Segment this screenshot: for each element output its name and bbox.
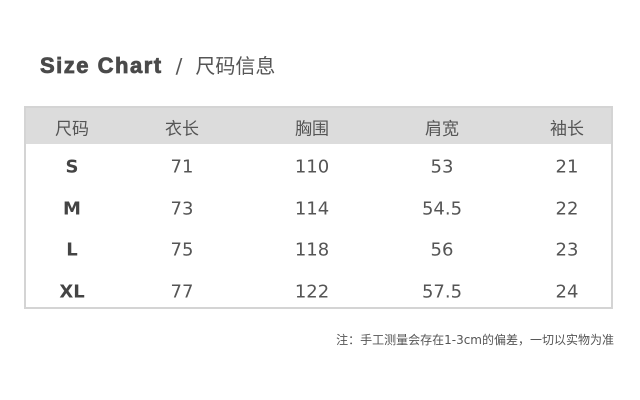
cell-sleeve: 24 [555,281,579,303]
cell-length: 71 [170,156,194,178]
header-length: 衣长 [165,119,199,140]
cell-chest: 118 [294,239,330,261]
cell-size: M [63,198,81,220]
cell-shoulder: 56 [430,239,454,261]
cell-shoulder: 57.5 [421,281,463,303]
size-table: 尺码 衣长 胸围 肩宽 袖长 S 71 110 53 21 M 73 114 54.5 22 L 75 118 56… [24,106,613,309]
header-chest: 胸围 [295,119,329,140]
header-sleeve: 袖长 [550,119,584,140]
cell-size: L [66,239,78,261]
cell-shoulder: 53 [430,156,454,178]
title-chinese: 尺码信息 [195,54,276,78]
cell-chest: 114 [294,198,330,220]
cell-size: S [65,156,79,178]
cell-sleeve: 21 [555,156,579,178]
measurement-note: 注：手工测量会存在1-3cm的偏差，一切以实物为准 [336,333,614,347]
page-title: Size Chart / 尺码信息 [40,50,276,79]
cell-chest: 110 [294,156,330,178]
cell-length: 75 [170,239,194,261]
header-size: 尺码 [55,119,89,140]
cell-chest: 122 [294,281,330,303]
title-separator: / [175,54,183,78]
cell-length: 73 [170,198,194,220]
cell-sleeve: 23 [555,239,579,261]
cell-sleeve: 22 [555,198,579,220]
cell-shoulder: 54.5 [421,198,463,220]
table-header [26,108,611,144]
cell-size: XL [59,281,85,303]
header-shoulder: 肩宽 [425,119,459,140]
cell-length: 77 [170,281,194,303]
title-english: Size Chart [40,53,163,79]
